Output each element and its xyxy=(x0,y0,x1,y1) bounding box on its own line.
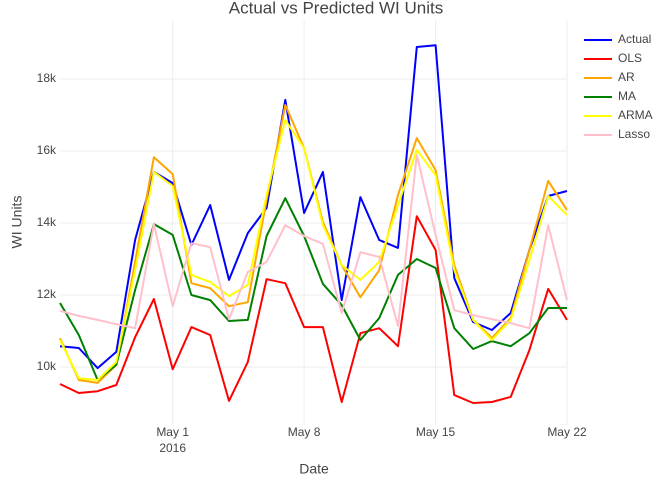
x-tick-label: May 1 xyxy=(156,425,189,439)
y-tick-label: 14k xyxy=(37,215,57,229)
y-tick-label: 18k xyxy=(37,71,57,85)
series-line xyxy=(59,119,568,381)
legend-label: OLS xyxy=(618,51,642,65)
x-tick-label: May 22 xyxy=(547,425,587,439)
chart-title: Actual vs Predicted WI Units xyxy=(229,0,443,17)
y-tick-label: 12k xyxy=(37,287,57,301)
x-tick-label: May 15 xyxy=(416,425,456,439)
x-year-label: 2016 xyxy=(159,441,186,455)
y-tick-label: 10k xyxy=(37,359,57,373)
series-line xyxy=(59,154,568,330)
legend-label: Actual xyxy=(618,32,651,46)
legend-label: Lasso xyxy=(618,127,650,141)
series-line xyxy=(59,197,567,381)
y-tick-label: 16k xyxy=(37,143,57,157)
legend-label: AR xyxy=(618,70,635,84)
series-line xyxy=(59,215,568,404)
legend-label: MA xyxy=(618,89,636,103)
legend-label: ARMA xyxy=(618,108,653,122)
x-tick-label: May 8 xyxy=(288,425,321,439)
y-axis-label: WI Units xyxy=(9,196,25,249)
x-axis-label: Date xyxy=(299,461,329,477)
